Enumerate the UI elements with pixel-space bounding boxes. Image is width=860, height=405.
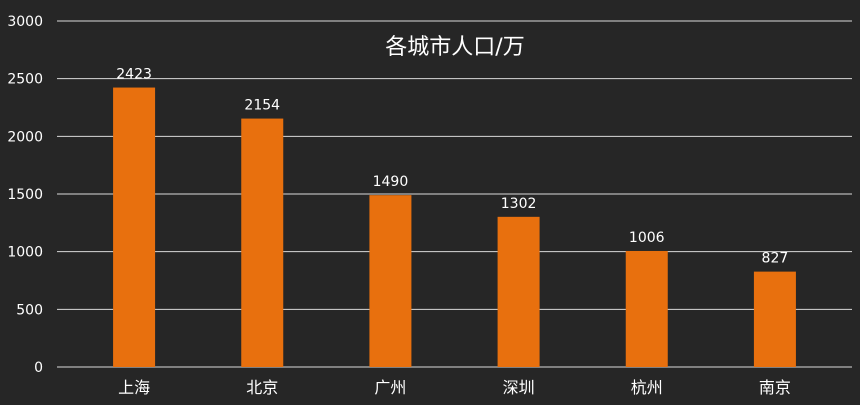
category-label: 北京 [246, 378, 278, 397]
x-axis-category-labels: 上海 北京 广州 深圳 杭州 南京 [118, 378, 791, 397]
category-label: 南京 [759, 378, 791, 397]
bar [113, 87, 156, 367]
bar [625, 250, 668, 367]
data-label: 1006 [629, 230, 665, 246]
category-label: 杭州 [631, 378, 663, 397]
y-tick-label: 1000 [7, 245, 43, 261]
y-tick-label: 2000 [7, 129, 43, 145]
data-label: 2423 [116, 67, 152, 83]
category-label: 上海 [118, 378, 150, 397]
y-tick-label: 3000 [7, 14, 43, 30]
data-labels: 2423 2154 1490 1302 1006 827 [116, 67, 788, 267]
data-label: 827 [762, 251, 789, 267]
y-tick-label: 500 [16, 302, 43, 318]
y-tick-label: 1500 [7, 187, 43, 203]
bars [113, 87, 796, 368]
bar [241, 118, 284, 368]
bar [497, 216, 540, 367]
bar [753, 271, 796, 367]
bar [369, 195, 412, 367]
data-label: 1302 [501, 196, 537, 212]
chart-title: 各城市人口/万 [385, 35, 524, 60]
y-tick-label: 2500 [7, 72, 43, 88]
data-label: 2154 [244, 98, 280, 114]
y-axis-tick-labels: 0 500 1000 1500 2000 2500 3000 [7, 14, 43, 376]
y-tick-label: 0 [34, 360, 43, 376]
category-label: 广州 [374, 378, 406, 397]
data-label: 1490 [373, 174, 409, 190]
category-label: 深圳 [503, 378, 535, 397]
gridlines [57, 20, 852, 368]
